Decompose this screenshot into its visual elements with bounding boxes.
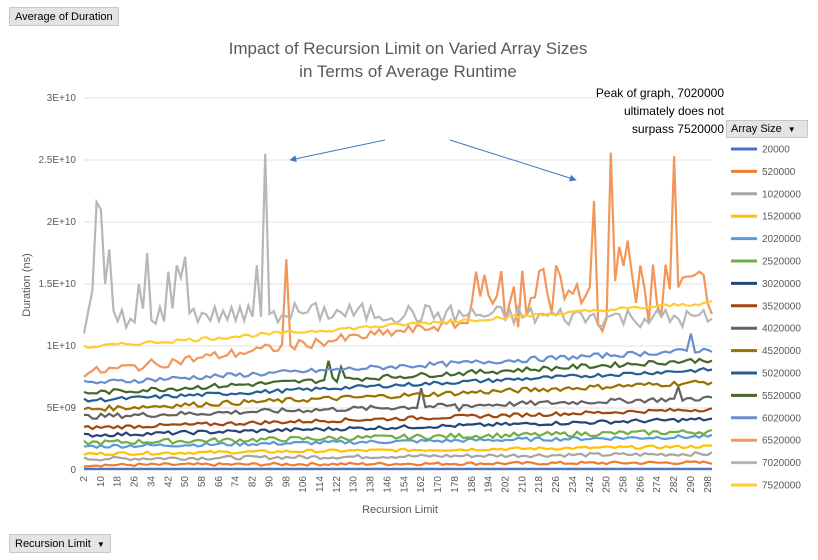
annotation-line: ultimately does not [624,104,725,118]
axis-field-button[interactable]: Recursion Limit ▼ [9,534,111,553]
chart-title-line-1: Impact of Recursion Limit on Varied Arra… [229,39,588,58]
value-field-button[interactable]: Average of Duration [9,7,119,26]
x-tick-label: 34 [146,476,157,488]
legend-label: 2020000 [762,234,801,245]
legend-label: 6520000 [762,436,801,447]
x-tick-label: 10 [96,476,107,488]
x-tick-label: 42 [163,476,174,488]
y-tick-label: 2.5E+10 [38,155,76,166]
annotation: Peak of graph, 7020000 ultimately does no… [596,86,725,136]
legend: 20000 520000 1020000 1520000 2020000 2520000 3… [731,145,801,492]
legend-label: 2520000 [762,257,801,268]
series-line-6020000 [83,333,713,385]
arrow-right [449,139,577,182]
x-tick-label: 266 [635,476,646,493]
arrow-left [289,139,386,163]
x-tick-label: 290 [686,476,697,493]
x-tick-label: 74 [231,476,242,488]
legend-label: 1020000 [762,189,801,200]
series-line-3020000 [83,416,713,438]
x-tick-label: 98 [281,476,292,488]
x-tick-label: 50 [180,476,191,488]
x-tick-label: 2 [79,476,90,482]
legend-field-button[interactable]: Array Size ▼ [726,120,808,138]
series-line-7520000 [83,299,713,350]
x-tick-label: 298 [703,476,714,493]
x-tick-label: 106 [298,476,309,493]
series-line-5520000 [83,357,713,396]
y-axis-title: Duration (ns) [21,253,33,317]
annotation-line: Peak of graph, 7020000 [596,86,724,100]
x-tick-label: 90 [264,476,275,488]
x-tick-label: 282 [669,476,680,493]
x-tick-label: 202 [500,476,511,493]
x-tick-label: 274 [652,476,663,493]
series-line-4520000 [83,379,713,413]
series-lines [82,152,714,470]
x-tick-label: 226 [551,476,562,493]
legend-label: 7520000 [762,481,801,492]
annotation-line: surpass 7520000 [632,122,724,136]
x-tick-label: 250 [602,476,613,493]
chart-title-line-2: in Terms of Average Runtime [299,62,517,81]
legend-label: 7020000 [762,458,801,469]
y-tick-label: 1E+10 [47,341,77,352]
series-line-7020000 [82,153,713,334]
legend-label: 5020000 [762,369,801,380]
chevron-down-icon: ▼ [96,540,105,549]
y-tick-label: 3E+10 [47,93,77,104]
x-tick-label: 26 [130,476,141,488]
x-tick-label: 66 [214,476,225,488]
legend-label: 4020000 [762,324,801,335]
x-tick-label: 178 [450,476,461,493]
x-tick-label: 210 [517,476,528,493]
y-tick-label: 2E+10 [47,217,77,228]
x-tick-label: 186 [467,476,478,493]
x-tick-label: 162 [416,476,427,493]
legend-label: 1520000 [762,212,801,223]
legend-label: 6020000 [762,413,801,424]
legend-label: 520000 [762,167,796,178]
x-tick-label: 194 [484,476,495,493]
x-tick-label: 114 [315,476,326,492]
series-line-520000 [84,460,713,468]
annotation-arrows [289,139,577,182]
series-line-3520000 [83,407,713,431]
series-line-1520000 [83,444,713,457]
x-axis-ticks: 2 10 18 26 34 42 50 58 66 74 82 90 98 106 114 122 130 138… [79,476,714,493]
legend-label: 4520000 [762,346,801,357]
x-tick-label: 138 [366,476,377,493]
x-tick-label: 146 [382,476,393,493]
chevron-down-icon: ▼ [787,125,796,134]
legend-label: 5520000 [762,391,801,402]
series-line-4020000 [83,383,713,420]
series-line-5020000 [83,367,713,403]
x-tick-label: 122 [332,476,343,493]
y-axis-ticks: 0 5E+09 1E+10 1.5E+10 2E+10 2.5E+10 3E+10 [38,93,76,476]
x-tick-label: 154 [399,476,410,493]
legend-label: 3520000 [762,301,801,312]
series-line-6520000 [83,152,714,378]
x-tick-label: 218 [534,476,545,493]
legend-label: 20000 [762,145,790,156]
x-tick-label: 234 [568,476,579,493]
series-line-1020000 [83,450,713,462]
series-line-2020000 [83,433,713,449]
x-tick-label: 130 [349,476,360,493]
x-tick-label: 242 [585,476,596,493]
x-tick-label: 82 [248,476,259,488]
x-tick-label: 58 [197,476,208,488]
legend-label: 3020000 [762,279,801,290]
x-tick-label: 18 [113,476,124,488]
x-tick-label: 258 [618,476,629,493]
x-tick-label: 170 [433,476,444,493]
x-axis-title: Recursion Limit [362,504,438,516]
y-tick-label: 5E+09 [47,403,77,414]
y-tick-label: 0 [70,465,76,476]
series-line-2520000 [83,428,713,447]
y-tick-label: 1.5E+10 [38,279,76,290]
